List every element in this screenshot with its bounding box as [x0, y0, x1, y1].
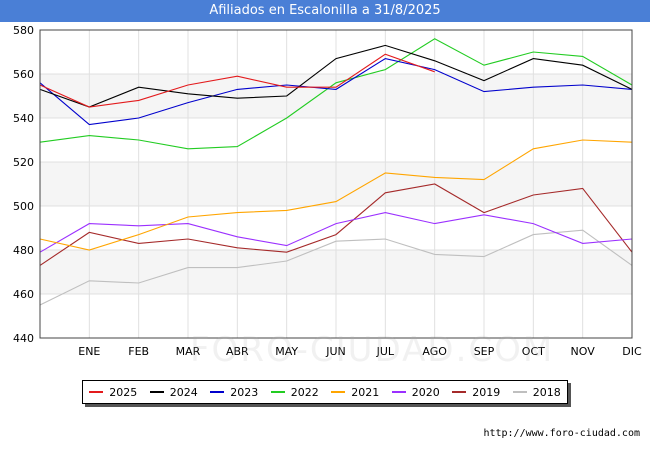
- legend-label: 2020: [411, 385, 440, 399]
- x-tick-label: ENE: [78, 345, 100, 358]
- series-line-2019: [39, 183, 633, 266]
- series-line-2021: [39, 139, 633, 251]
- x-tick-label: DIC: [622, 345, 642, 358]
- series-line-2023: [39, 58, 633, 126]
- plot-frame: [39, 29, 633, 339]
- y-tick-label: 460: [13, 288, 34, 301]
- y-tick-label: 480: [13, 244, 34, 257]
- legend-swatch: [149, 391, 164, 393]
- legend-swatch: [512, 391, 527, 393]
- legend-label: 2024: [169, 385, 198, 399]
- legend-swatch: [391, 391, 406, 393]
- x-tick-label: OCT: [522, 345, 545, 358]
- legend-swatch: [331, 391, 346, 393]
- watermark: FORO-CIUDAD.COM: [190, 330, 555, 370]
- legend-swatch: [210, 391, 225, 393]
- legend-label: 2019: [472, 385, 501, 399]
- series-line-2025: [39, 53, 435, 108]
- x-tick-label: ABR: [226, 345, 249, 358]
- y-tick-label: 580: [13, 24, 34, 37]
- legend-item-2019: 2019: [452, 386, 500, 399]
- x-tick-label: JUL: [376, 345, 395, 358]
- y-tick-label: 520: [13, 156, 34, 169]
- legend-item-2018: 2018: [512, 385, 561, 399]
- x-tick-label: MAY: [275, 345, 298, 358]
- legend-label: 2025: [109, 385, 138, 399]
- legend-item-2025: 2025: [89, 386, 137, 399]
- legend-swatch: [452, 391, 467, 393]
- legend-item-2023: 2023: [210, 386, 258, 399]
- x-tick-label: FEB: [128, 345, 149, 358]
- series-line-2024: [39, 44, 633, 108]
- x-tick-label: JUN: [325, 345, 346, 358]
- legend-swatch: [89, 391, 104, 393]
- chart-title: Afiliados en Escalonilla a 31/8/2025: [0, 0, 650, 22]
- x-tick-label: MAR: [176, 345, 201, 358]
- x-tick-label: AGO: [422, 345, 447, 358]
- series-line-2022: [39, 38, 633, 150]
- x-tick-label: SEP: [474, 345, 495, 358]
- x-tick-label: NOV: [571, 345, 596, 358]
- y-tick-label: 500: [13, 200, 34, 213]
- legend-item-2021: 2021: [331, 386, 379, 399]
- y-tick-label: 540: [13, 112, 34, 125]
- legend-label: 2021: [351, 385, 380, 399]
- y-tick-label: 560: [13, 68, 34, 81]
- legend-item-2024: 2024: [149, 385, 198, 399]
- legend-item-2020: 2020: [391, 385, 440, 399]
- legend-label: 2018: [532, 385, 561, 399]
- legend-label: 2023: [230, 385, 259, 399]
- legend-item-2022: 2022: [270, 385, 319, 399]
- legend-swatch: [270, 391, 285, 393]
- source-url[interactable]: http://www.foro-ciudad.com: [483, 428, 640, 439]
- series-line-2020: [39, 212, 633, 253]
- chart-legend: 2025 2024 2023 2022 2021 2020 2019 2018: [82, 380, 568, 404]
- legend-label: 2022: [290, 385, 319, 399]
- series-line-2018: [39, 229, 633, 306]
- y-tick-label: 440: [13, 332, 34, 345]
